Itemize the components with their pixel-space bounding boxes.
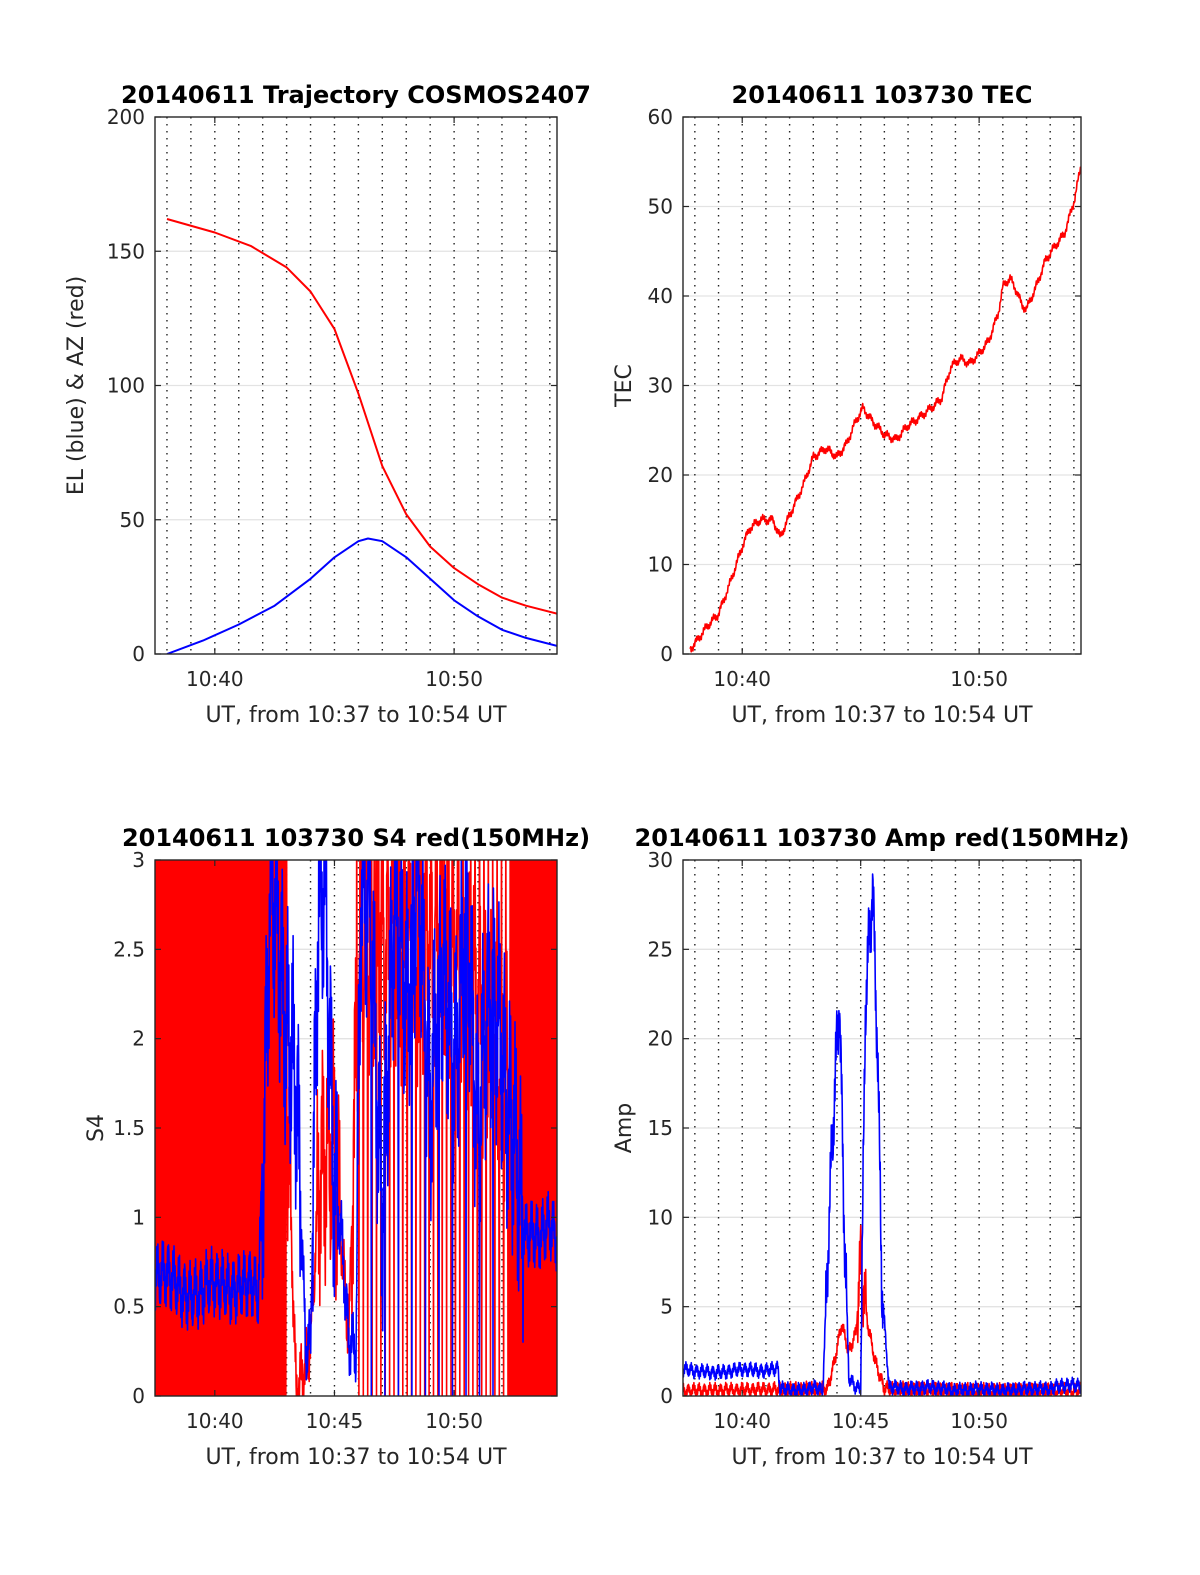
x-tick-label: 10:40 [186,1409,244,1433]
amp-plot: 0 5 10 15 20 25 30 10:40 10:45 10:50 20140611 1037… [612,824,1129,1470]
y-tick-label: 0.5 [113,1295,145,1319]
x-tick-label: 10:50 [950,667,1008,691]
amp-x-label: UT, from 10:37 to 10:54 UT [731,1445,1033,1470]
y-tick-label: 10 [648,553,673,577]
y-tick-label: 0 [132,642,145,666]
y-tick-label: 1.5 [113,1116,145,1140]
x-tick-label: 10:45 [832,1409,890,1433]
y-tick-label: 2 [132,1027,145,1051]
s4-title: 20140611 103730 S4 red(150MHz) [122,824,590,852]
x-tick-label: 10:40 [713,667,771,691]
tec-plot: 0 10 20 30 40 50 60 10:40 10:50 20140611 103730 T… [612,81,1082,728]
y-tick-label: 1 [132,1205,145,1229]
x-tick-label: 10:45 [306,1409,364,1433]
y-tick-label: 0 [660,642,673,666]
y-tick-label: 100 [107,374,145,398]
amp-series-group [683,873,1081,1396]
y-tick-label: 60 [648,105,673,129]
y-tick-label: 25 [648,937,673,961]
tec-red-line [689,166,1081,653]
y-tick-label: 0 [132,1384,145,1408]
s4-blue-line [155,860,557,1396]
y-tick-label: 5 [660,1295,673,1319]
x-tick-label: 10:50 [425,1409,483,1433]
trajectory-title: 20140611 Trajectory COSMOS2407 [121,81,591,109]
s4-x-label: UT, from 10:37 to 10:54 UT [205,1445,507,1470]
s4-series-group [155,860,557,1396]
y-tick-label: 20 [648,1027,673,1051]
trajectory-x-label: UT, from 10:37 to 10:54 UT [205,703,507,728]
y-tick-label: 3 [132,848,145,872]
tec-series-group [689,166,1081,653]
tec-title: 20140611 103730 TEC [732,81,1033,109]
amp-blue-line [683,873,1081,1396]
y-tick-label: 2.5 [113,937,145,961]
x-tick-label: 10:50 [425,667,483,691]
y-tick-label: 30 [648,848,673,872]
tec-y-label: TEC [612,364,637,408]
trajectory-plot: 0 50 100 150 200 10:40 10:50 20140611 Trajector… [64,81,591,728]
amp-title: 20140611 103730 Amp red(150MHz) [635,824,1130,852]
s4-y-label: S4 [84,1114,109,1142]
y-tick-label: 0 [660,1384,673,1408]
y-tick-label: 30 [648,374,673,398]
trajectory-y-label: EL (blue) & AZ (red) [64,276,89,495]
y-tick-label: 10 [648,1205,673,1229]
amp-y-label: Amp [612,1103,637,1153]
y-tick-label: 15 [648,1116,673,1140]
y-tick-label: 40 [648,284,673,308]
x-tick-label: 10:50 [950,1409,1008,1433]
x-tick-label: 10:40 [186,667,244,691]
tec-x-label: UT, from 10:37 to 10:54 UT [731,703,1033,728]
y-tick-label: 20 [648,463,673,487]
trajectory-blue-line [166,537,557,654]
trajectory-series-group [166,218,557,654]
trajectory-red-line [166,218,557,615]
y-tick-label: 50 [648,195,673,219]
y-tick-label: 50 [120,508,145,532]
s4-plot: 0 0.5 1 1.5 2 2.5 3 10:40 10:45 10:50 20140611 103… [84,824,590,1470]
x-tick-label: 10:40 [713,1409,771,1433]
y-tick-label: 200 [107,105,145,129]
y-tick-label: 150 [107,239,145,263]
